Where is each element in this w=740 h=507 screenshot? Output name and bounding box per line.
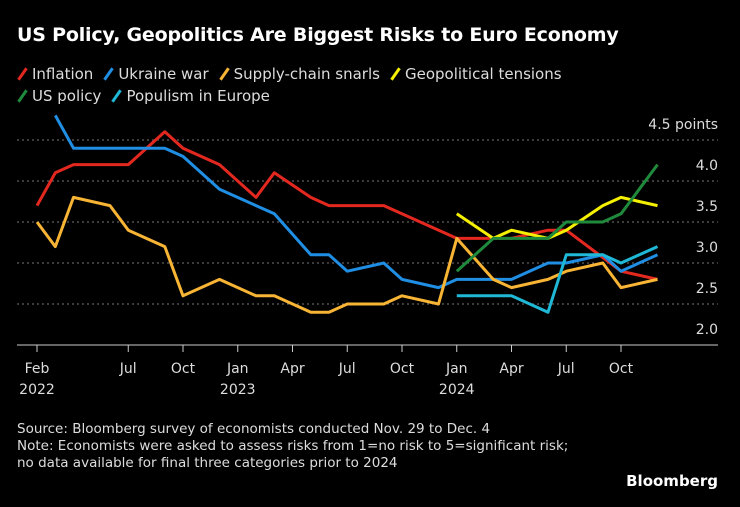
- x-year-label: 2024: [439, 382, 475, 398]
- y-tick-label: 2.0: [696, 322, 718, 338]
- x-tick-label: Apr: [499, 361, 523, 377]
- y-tick-label: 2.5: [696, 281, 718, 297]
- y-tick-label: 3.5: [696, 199, 718, 215]
- x-tick-label: Jan: [445, 361, 468, 377]
- y-tick-label: 4.0: [696, 158, 718, 174]
- series-line-us-policy: [455, 163, 659, 273]
- legend: Inflation Ukraine war Supply-chain snarls G…: [17, 63, 677, 107]
- x-tick-label: Jan: [226, 361, 249, 377]
- legend-label: US policy: [32, 87, 102, 105]
- footnote: Source: Bloomberg survey of economists c…: [17, 421, 577, 472]
- x-tick-label: Feb: [25, 361, 50, 377]
- legend-label: Supply-chain snarls: [233, 65, 380, 83]
- legend-item: Populism in Europe: [111, 85, 270, 107]
- legend-item: Supply-chain snarls: [218, 63, 380, 85]
- note-text: Note: Economists were asked to assess ri…: [17, 438, 569, 471]
- legend-label: Inflation: [32, 65, 94, 83]
- y-tick-label: 3.0: [696, 240, 718, 256]
- chart-title: US Policy, Geopolitics Are Biggest Risks…: [17, 24, 619, 46]
- y-tick-label: 4.5 points: [648, 117, 718, 133]
- legend-item: US policy: [17, 85, 101, 107]
- x-tick-label: Jul: [119, 361, 137, 377]
- legend-label: Populism in Europe: [126, 87, 270, 105]
- x-year-label: 2023: [220, 382, 256, 398]
- x-tick-label: Oct: [171, 361, 196, 377]
- legend-label: Geopolitical tensions: [404, 65, 562, 83]
- x-tick-label: Oct: [609, 361, 634, 377]
- x-tick-label: Oct: [390, 361, 415, 377]
- legend-item: Geopolitical tensions: [390, 63, 562, 85]
- legend-label: Ukraine war: [118, 65, 209, 83]
- x-year-label: 2022: [19, 382, 55, 398]
- x-tick-label: Apr: [280, 361, 304, 377]
- x-tick-label: Jul: [338, 361, 356, 377]
- source-text: Source: Bloomberg survey of economists c…: [17, 421, 491, 437]
- series-line-populism-in-europe: [456, 245, 659, 314]
- series-line-supply-chain-snarls: [35, 195, 658, 314]
- x-tick-label: Jul: [557, 361, 575, 377]
- series-line-ukraine-war: [53, 114, 659, 290]
- legend-item: Ukraine war: [103, 63, 209, 85]
- bloomberg-logo: Bloomberg: [626, 472, 718, 490]
- series-line-inflation: [35, 130, 658, 281]
- legend-item: Inflation: [17, 63, 93, 85]
